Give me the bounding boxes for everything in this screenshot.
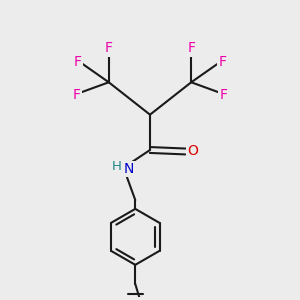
Text: F: F [219,88,227,102]
Text: F: F [73,88,81,102]
Text: F: F [105,41,113,56]
Text: N: N [124,162,134,176]
Text: H: H [112,160,122,173]
Text: O: O [187,145,198,158]
Text: F: F [74,55,82,69]
Text: F: F [187,41,195,56]
Text: F: F [218,55,226,69]
